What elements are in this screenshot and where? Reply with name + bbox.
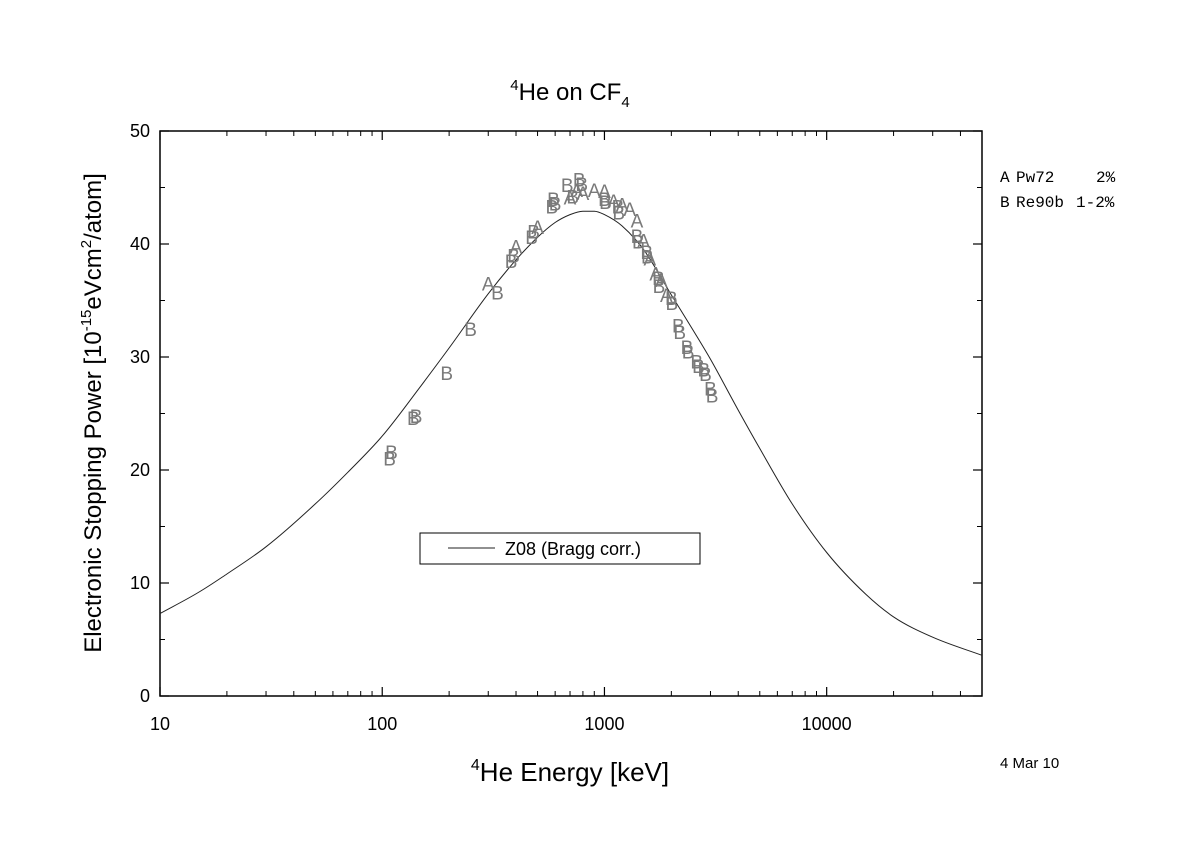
marker-pw72: A <box>623 200 636 221</box>
marker-re90b: B <box>681 338 694 359</box>
marker-pw72: A <box>649 264 662 285</box>
axis-ticks <box>159 130 983 697</box>
marker-re90b: B <box>682 342 695 363</box>
marker-re90b: B <box>665 289 678 310</box>
marker-re90b: B <box>653 277 666 298</box>
marker-pw72: A <box>631 211 644 232</box>
side-legend-label-a: Pw72 <box>1016 169 1054 187</box>
marker-re90b: B <box>690 353 703 374</box>
marker-pw72: A <box>588 181 601 202</box>
marker-re90b: B <box>507 246 520 267</box>
x-tick-label: 1000 <box>584 714 624 734</box>
marker-re90b: B <box>599 193 612 214</box>
y-axis-label-pre: Electronic Stopping Power [10 <box>80 331 107 653</box>
plot-frame <box>159 130 983 697</box>
side-legend-symbol-b: B <box>1000 194 1010 212</box>
chart-title-main: He on CF <box>519 79 622 106</box>
x-axis-label: 4He Energy [keV] <box>471 757 669 787</box>
legend-box: Z08 (Bragg corr.) <box>419 532 701 565</box>
marker-re90b: B <box>440 364 453 385</box>
marker-re90b: B <box>640 243 653 264</box>
marker-pw72: A <box>577 184 590 205</box>
marker-re90b: B <box>410 407 423 428</box>
marker-pw72: A <box>655 271 668 292</box>
side-legend-label-b: Re90b <box>1016 194 1064 212</box>
marker-re90b: B <box>612 203 625 224</box>
y-axis-label: Electronic Stopping Power [10-15eVcm2/at… <box>78 173 107 653</box>
side-legend-symbol-a: A <box>1000 169 1010 187</box>
marker-re90b: B <box>575 175 588 196</box>
x-tick-label: 10000 <box>802 714 852 734</box>
marker-pw72: A <box>660 286 673 307</box>
marker-pw72: A <box>510 237 523 258</box>
marker-re90b: B <box>697 360 710 381</box>
y-tick-label: 50 <box>130 121 150 141</box>
marker-re90b: B <box>546 198 559 219</box>
marker-re90b: B <box>547 190 560 211</box>
z08-curve <box>159 210 983 656</box>
marker-re90b: B <box>527 223 540 244</box>
side-legend-unc-a: 2% <box>1096 169 1116 187</box>
marker-re90b: B <box>704 380 717 401</box>
y-tick-label: 30 <box>130 347 150 367</box>
y-tick-label: 40 <box>130 234 150 254</box>
y-tick-label: 0 <box>140 686 150 706</box>
x-tick-label: 100 <box>367 714 397 734</box>
marker-re90b: B <box>641 247 654 268</box>
y-tick-label: 10 <box>130 573 150 593</box>
legend-label: Z08 (Bragg corr.) <box>505 539 641 559</box>
marker-re90b: B <box>566 188 579 209</box>
marker-re90b: B <box>573 171 586 192</box>
marker-re90b: B <box>525 228 538 249</box>
y-axis-label-post: /atom] <box>80 173 107 240</box>
marker-re90b: B <box>692 357 705 378</box>
side-legend-unc-b: 1-2% <box>1076 194 1115 212</box>
chart-title-sub: 4 <box>621 94 629 111</box>
marker-re90b: B <box>632 233 645 254</box>
date-stamp: 4 Mar 10 <box>1000 755 1059 772</box>
chart-title: 4He on CF4 <box>510 77 629 111</box>
side-legend-row-b: B Re90b 1-2% <box>1000 194 1115 212</box>
x-tick-label: 10 <box>150 714 170 734</box>
marker-re90b: B <box>385 443 398 464</box>
marker-re90b: B <box>561 176 574 197</box>
marker-re90b: B <box>407 409 420 430</box>
marker-re90b: B <box>699 365 712 386</box>
y-tick-label: 20 <box>130 460 150 480</box>
marker-re90b: B <box>631 227 644 248</box>
side-legend: A Pw72 2% B Re90b 1-2% <box>1000 169 1116 212</box>
marker-pw72: A <box>482 275 495 296</box>
marker-re90b: B <box>505 252 518 273</box>
marker-pw72: A <box>598 182 611 203</box>
x-axis-label-sup: 4 <box>471 757 480 774</box>
marker-re90b: B <box>673 323 686 344</box>
marker-re90b: B <box>665 294 678 315</box>
marker-pw72: A <box>637 232 650 253</box>
marker-re90b: B <box>706 386 719 407</box>
marker-re90b: B <box>491 284 504 305</box>
marker-pw72: A <box>616 195 629 216</box>
marker-pw72: A <box>570 181 583 202</box>
marker-re90b: B <box>672 316 685 337</box>
y-axis-label-sup2: 2 <box>78 240 95 248</box>
x-axis-label-main: He Energy [keV] <box>480 757 669 787</box>
marker-re90b: B <box>549 194 562 215</box>
y-axis-label-sup1: -15 <box>78 310 95 332</box>
marker-re90b: B <box>598 190 611 211</box>
marker-pw72: A <box>531 218 544 239</box>
marker-pw72: A <box>643 250 656 271</box>
marker-pw72: A <box>607 192 620 213</box>
marker-re90b: B <box>612 198 625 219</box>
marker-re90b: B <box>464 320 477 341</box>
marker-re90b: B <box>652 269 665 290</box>
side-legend-row-a: A Pw72 2% <box>1000 169 1116 187</box>
y-axis-label-mid: eVcm <box>80 248 107 309</box>
marker-pw72: A <box>564 189 577 210</box>
marker-re90b: B <box>383 450 396 471</box>
chart-title-sup: 4 <box>510 77 518 94</box>
